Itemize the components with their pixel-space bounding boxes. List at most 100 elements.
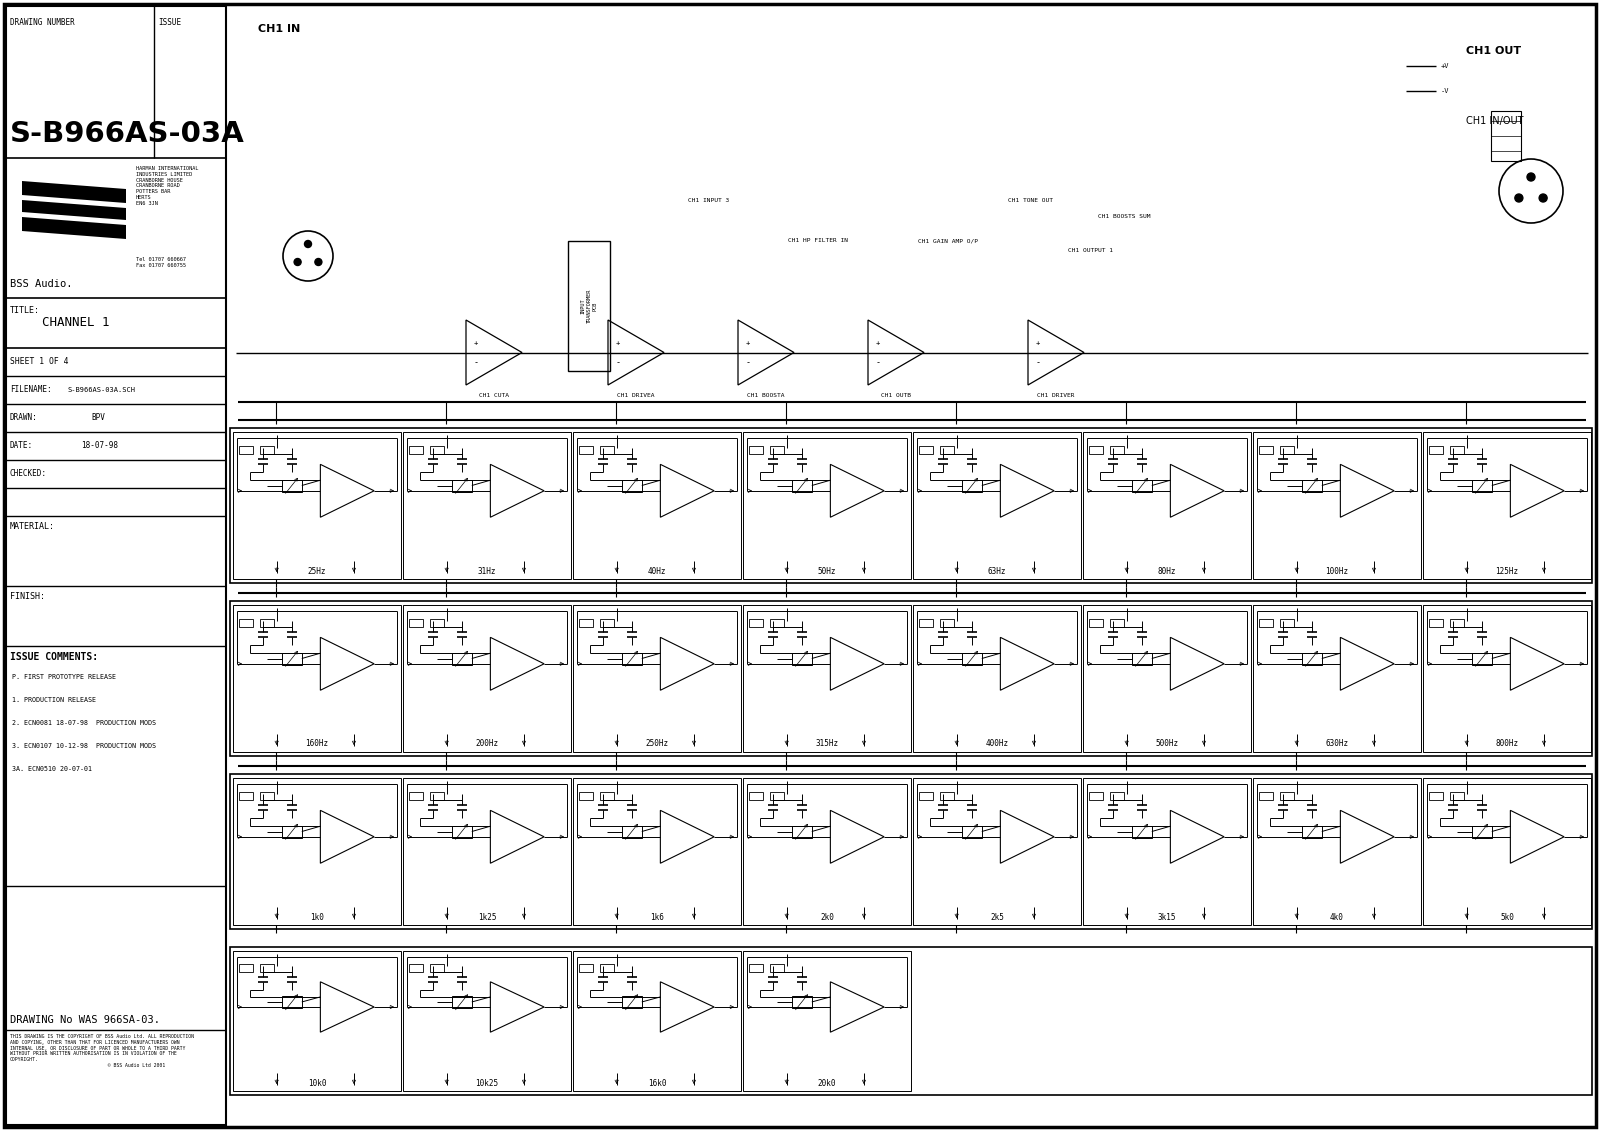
Text: CH1 BOOSTS SUM: CH1 BOOSTS SUM <box>1098 214 1150 218</box>
Text: +V: +V <box>1442 63 1450 69</box>
Text: BPV: BPV <box>91 414 106 423</box>
Bar <box>939 446 954 454</box>
Text: CHANNEL 1: CHANNEL 1 <box>42 317 110 329</box>
Text: DATE:: DATE: <box>10 441 34 450</box>
Text: 160Hz: 160Hz <box>306 740 328 749</box>
Bar <box>1429 619 1443 627</box>
Text: 2. ECN0081 18-07-98  PRODUCTION MODS: 2. ECN0081 18-07-98 PRODUCTION MODS <box>13 720 157 726</box>
Text: 3A. ECN0510 20-07-01: 3A. ECN0510 20-07-01 <box>13 766 93 772</box>
Bar <box>622 653 642 665</box>
Text: 315Hz: 315Hz <box>816 740 838 749</box>
Bar <box>230 947 1592 1095</box>
Text: DRAWING No WAS 966SA-03.: DRAWING No WAS 966SA-03. <box>10 1015 160 1025</box>
Bar <box>579 792 594 800</box>
Bar <box>1131 653 1152 665</box>
Text: FINISH:: FINISH: <box>10 592 45 601</box>
Bar <box>914 432 1082 579</box>
Text: 1k25: 1k25 <box>478 913 496 922</box>
Bar <box>410 619 424 627</box>
Bar <box>1253 778 1421 925</box>
Bar <box>234 778 402 925</box>
Text: 2k5: 2k5 <box>990 913 1003 922</box>
Bar <box>792 653 811 665</box>
Bar <box>234 951 402 1091</box>
Bar <box>1090 792 1104 800</box>
Text: DRAWING NUMBER: DRAWING NUMBER <box>10 18 75 27</box>
Bar <box>403 432 571 579</box>
Text: 400Hz: 400Hz <box>986 740 1008 749</box>
Text: Tel 01707 660667
Fax 01707 660755: Tel 01707 660667 Fax 01707 660755 <box>136 257 186 268</box>
Text: CH1 OUT: CH1 OUT <box>1466 46 1522 57</box>
Text: 250Hz: 250Hz <box>645 740 669 749</box>
Bar <box>770 619 784 627</box>
Circle shape <box>1539 195 1547 202</box>
Bar <box>6 6 226 1125</box>
Bar <box>749 619 763 627</box>
Bar <box>792 996 811 1008</box>
Bar <box>1110 792 1123 800</box>
Bar <box>1302 480 1322 492</box>
Bar <box>1259 792 1274 800</box>
Bar <box>1450 446 1464 454</box>
Bar <box>240 619 253 627</box>
Bar <box>1259 619 1274 627</box>
Bar <box>792 826 811 838</box>
Bar <box>403 778 571 925</box>
Circle shape <box>1515 195 1523 202</box>
Bar <box>920 619 933 627</box>
Bar <box>1422 605 1590 752</box>
Text: BSS Audio.: BSS Audio. <box>10 279 72 290</box>
Text: +: + <box>616 339 621 346</box>
Text: CH1 BOOSTA: CH1 BOOSTA <box>747 392 784 398</box>
Text: CH1 OUTB: CH1 OUTB <box>882 392 910 398</box>
Text: INPUT
TRANSFORMER
PCB: INPUT TRANSFORMER PCB <box>581 288 597 323</box>
Text: 10k0: 10k0 <box>307 1079 326 1088</box>
Text: 2k0: 2k0 <box>821 913 834 922</box>
Bar <box>742 778 910 925</box>
Text: +: + <box>474 339 478 346</box>
Bar <box>600 446 614 454</box>
Text: 630Hz: 630Hz <box>1325 740 1349 749</box>
Bar <box>770 964 784 972</box>
Text: 3k15: 3k15 <box>1158 913 1176 922</box>
Text: S-B966AS-03A.SCH: S-B966AS-03A.SCH <box>67 387 136 392</box>
Circle shape <box>1526 173 1534 181</box>
Text: MATERIAL:: MATERIAL: <box>10 523 54 530</box>
Bar <box>282 480 302 492</box>
Bar <box>1429 792 1443 800</box>
Bar <box>282 996 302 1008</box>
Text: -V: -V <box>1442 88 1450 94</box>
Text: 31Hz: 31Hz <box>478 567 496 576</box>
Text: 80Hz: 80Hz <box>1158 567 1176 576</box>
Bar <box>1083 605 1251 752</box>
Bar <box>622 826 642 838</box>
Text: 5k0: 5k0 <box>1501 913 1514 922</box>
Text: 1k6: 1k6 <box>650 913 664 922</box>
Bar <box>1110 446 1123 454</box>
Bar <box>573 778 741 925</box>
Text: 10k25: 10k25 <box>475 1079 499 1088</box>
Bar <box>230 774 1592 929</box>
Text: 40Hz: 40Hz <box>648 567 666 576</box>
Bar <box>742 951 910 1091</box>
Bar <box>1302 653 1322 665</box>
Text: S-B966AS-03A: S-B966AS-03A <box>10 120 245 148</box>
Bar <box>1280 446 1293 454</box>
Text: CH1 CUTA: CH1 CUTA <box>478 392 509 398</box>
Bar <box>429 619 443 627</box>
Text: ISSUE: ISSUE <box>158 18 181 27</box>
Bar <box>1472 826 1491 838</box>
Bar <box>451 480 472 492</box>
Bar <box>1083 432 1251 579</box>
Bar <box>451 653 472 665</box>
Bar <box>240 446 253 454</box>
Bar <box>429 964 443 972</box>
Bar <box>451 996 472 1008</box>
Bar <box>1472 653 1491 665</box>
Text: -: - <box>474 357 478 366</box>
Bar <box>1110 619 1123 627</box>
Text: 16k0: 16k0 <box>648 1079 666 1088</box>
Text: HARMAN INTERNATIONAL
INDUSTRIES LIMITED
CRANBORNE HOUSE
CRANBORNE ROAD
POTTERS B: HARMAN INTERNATIONAL INDUSTRIES LIMITED … <box>136 166 198 206</box>
Text: FILENAME:: FILENAME: <box>10 386 51 395</box>
Bar <box>749 792 763 800</box>
